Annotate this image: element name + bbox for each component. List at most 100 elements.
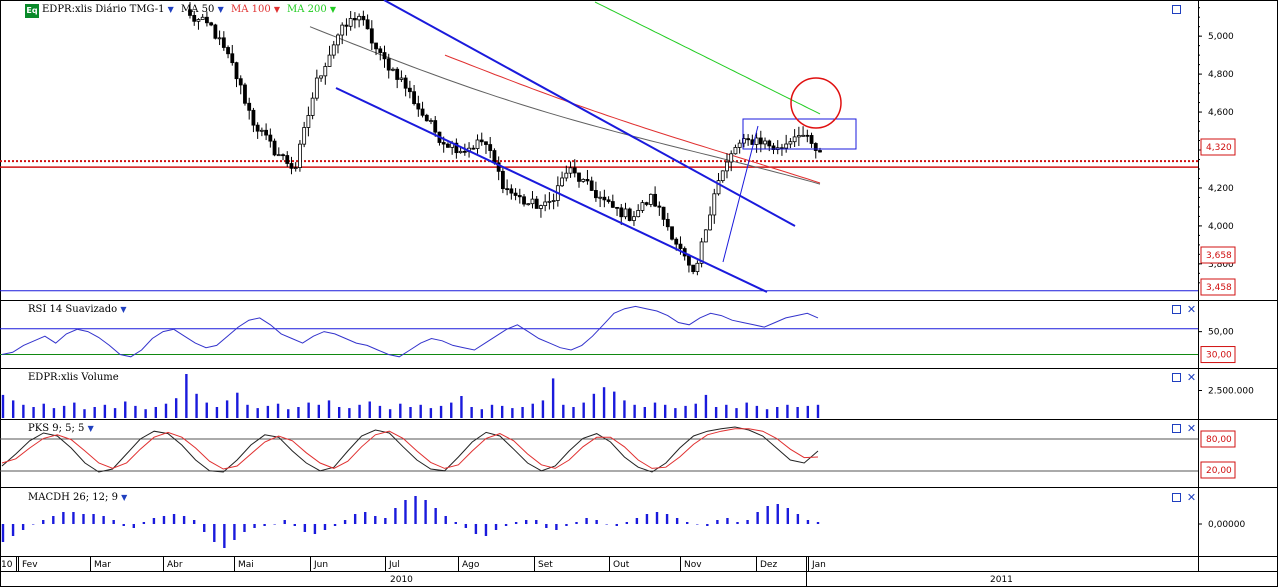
- volume-bar: [276, 403, 280, 418]
- candle-body: [310, 97, 315, 116]
- ma-50-label-text: MA 50: [181, 4, 215, 15]
- ma-50-label[interactable]: MA 50 ▼: [181, 4, 224, 15]
- candle-body: [407, 87, 412, 93]
- volume-bar: [287, 409, 290, 418]
- candle-body: [340, 24, 345, 36]
- rsi-label-text: RSI 14 Suavizado: [28, 304, 118, 315]
- candle-body: [344, 24, 349, 27]
- candle-body: [665, 218, 670, 228]
- candle-body: [289, 163, 294, 169]
- candle-body: [259, 129, 264, 132]
- candle-body: [471, 147, 476, 150]
- volume-bar: [378, 405, 382, 418]
- candle-body: [543, 201, 548, 207]
- volume-bar: [93, 407, 96, 418]
- macd-label-text: MACDH 26; 12; 9: [28, 492, 118, 503]
- maximize-pane-icon[interactable]: [1172, 373, 1181, 382]
- volume-bar: [653, 402, 657, 418]
- macd-bar: [263, 524, 266, 526]
- year-label: 2010: [390, 575, 413, 585]
- macd-bar: [756, 512, 759, 524]
- close-icon[interactable]: ✕: [1186, 371, 1197, 384]
- candle-body: [695, 262, 700, 273]
- macd-label[interactable]: MACDH 26; 12; 9 ▼: [28, 492, 127, 503]
- macd-bar: [313, 524, 317, 534]
- macd-bar: [454, 522, 457, 524]
- volume-bar: [52, 408, 56, 418]
- candle-body: [530, 198, 535, 205]
- pks-label[interactable]: PKS 9; 5; 5 ▼: [28, 423, 94, 434]
- volume-bar: [256, 408, 259, 418]
- month-label: Dez: [760, 560, 777, 570]
- maximize-pane-icon[interactable]: [1172, 493, 1181, 502]
- volume-bar: [246, 404, 249, 418]
- chevron-down-icon[interactable]: ▼: [329, 5, 337, 14]
- candle-body: [678, 243, 683, 249]
- symbol-label[interactable]: EDPR:xlis Diário TMG-1 ▼: [42, 4, 174, 15]
- volume-bar: [337, 407, 341, 418]
- volume-bar: [592, 393, 596, 418]
- ma-100-label[interactable]: MA 100 ▼: [231, 4, 280, 15]
- candle-body: [369, 28, 374, 44]
- volume-bar: [32, 407, 35, 418]
- candle-body: [610, 201, 615, 208]
- maximize-pane-icon[interactable]: [1172, 424, 1181, 433]
- close-icon[interactable]: ✕: [1186, 422, 1197, 435]
- volume-bar: [368, 401, 371, 418]
- rsi-label[interactable]: RSI 14 Suavizado ▼: [28, 304, 127, 315]
- macd-bar: [384, 518, 387, 524]
- candle-body: [412, 91, 416, 105]
- price-tick-label: 4,800: [1208, 70, 1234, 80]
- candle-body: [627, 208, 632, 221]
- macd-bar: [394, 508, 397, 524]
- candle-body: [462, 150, 467, 153]
- maximize-pane-icon[interactable]: [1172, 305, 1181, 314]
- chevron-down-icon[interactable]: ▼: [120, 305, 127, 314]
- volume-bar: [765, 409, 769, 418]
- volume-bar: [195, 393, 198, 418]
- chevron-down-icon[interactable]: ▼: [167, 5, 174, 14]
- candle-body: [378, 48, 383, 53]
- pks-80-marker-label: 80,00: [1206, 435, 1232, 445]
- chevron-down-icon[interactable]: ▼: [217, 5, 224, 14]
- candle-body: [217, 37, 222, 40]
- candle-body: [200, 16, 205, 20]
- macd-bar: [303, 524, 307, 532]
- volume-pane[interactable]: 2.500.000: [1, 374, 1254, 418]
- pks-pane[interactable]: 80,00 20,00: [0, 426, 1236, 479]
- candle-body: [513, 192, 518, 196]
- close-icon[interactable]: ✕: [1186, 491, 1197, 504]
- rsi-pane[interactable]: 50,00 30,00: [0, 305, 1236, 364]
- candle-body: [336, 34, 340, 46]
- chevron-down-icon[interactable]: ▼: [87, 424, 94, 433]
- close-icon[interactable]: ✕: [1186, 303, 1197, 316]
- macd-bar: [545, 524, 548, 528]
- volume-bar: [704, 394, 708, 418]
- candle-body: [572, 167, 577, 174]
- candle-body: [636, 210, 641, 218]
- candle-body: [581, 178, 586, 182]
- candle-body: [196, 19, 201, 22]
- macd-bar: [21, 524, 25, 530]
- volume-bar: [806, 405, 810, 418]
- ma-200-label[interactable]: MA 200 ▼: [287, 4, 336, 15]
- volume-bar: [480, 409, 484, 418]
- month-label: Out: [613, 560, 630, 570]
- macd-pane[interactable]: 0,00000: [1, 496, 1246, 548]
- price-pane[interactable]: [0, 0, 1198, 330]
- maximize-pane-icon[interactable]: [1172, 5, 1181, 14]
- volume-bar: [470, 407, 473, 418]
- chevron-down-icon[interactable]: ▼: [121, 493, 128, 502]
- volume-bar: [541, 400, 545, 418]
- chevron-down-icon[interactable]: ▼: [273, 5, 281, 14]
- candle-body: [720, 170, 725, 182]
- candle-body: [653, 193, 658, 207]
- volume-bar: [236, 392, 239, 418]
- candle-body: [323, 66, 328, 77]
- candle-body: [568, 167, 573, 174]
- volume-bar: [348, 408, 351, 418]
- volume-bar: [399, 403, 402, 418]
- candle-body: [348, 18, 353, 27]
- rsi-line: [1, 305, 819, 358]
